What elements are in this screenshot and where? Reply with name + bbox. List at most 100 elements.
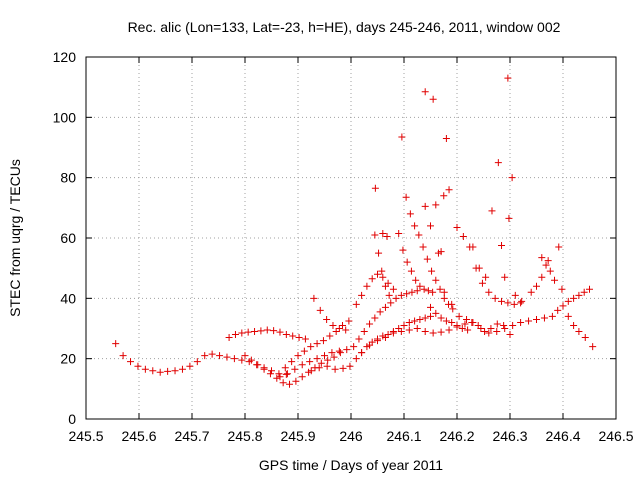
data-point — [518, 297, 526, 305]
data-point — [506, 331, 514, 339]
data-point — [193, 358, 201, 366]
data-point — [464, 326, 472, 334]
data-point — [493, 320, 501, 328]
data-point — [385, 291, 393, 299]
data-point — [281, 364, 289, 372]
data-point — [461, 320, 469, 328]
chart-title: Rec. alic (Lon=133, Lat=-23, h=HE), days… — [128, 19, 561, 35]
data-point — [266, 370, 274, 378]
data-point — [273, 374, 281, 382]
data-point — [421, 88, 429, 96]
data-point — [134, 362, 142, 370]
data-point — [156, 368, 164, 376]
data-point — [225, 334, 233, 342]
data-point — [419, 243, 427, 251]
data-points — [112, 74, 597, 388]
data-point — [429, 329, 437, 337]
data-point — [392, 294, 400, 302]
data-point — [330, 353, 338, 361]
data-point — [343, 346, 351, 354]
data-point — [395, 229, 403, 237]
data-point — [509, 321, 517, 329]
data-point — [164, 367, 172, 375]
data-point — [379, 229, 387, 237]
data-point — [487, 325, 495, 332]
data-point — [339, 364, 347, 372]
data-point — [257, 327, 265, 335]
data-point — [292, 377, 300, 385]
data-point — [511, 291, 519, 299]
y-tick-label: 120 — [53, 49, 77, 65]
data-point — [494, 159, 502, 167]
data-point — [291, 365, 299, 373]
data-point — [468, 318, 476, 326]
data-point — [383, 232, 391, 240]
data-point — [453, 223, 461, 231]
y-tick-label: 40 — [60, 290, 76, 306]
data-point — [478, 279, 486, 287]
data-point — [403, 258, 411, 266]
data-point — [411, 222, 419, 230]
data-point — [413, 325, 421, 332]
data-point — [412, 276, 420, 284]
data-point — [323, 315, 331, 323]
data-point — [407, 267, 415, 275]
data-point — [427, 312, 434, 320]
data-point — [294, 352, 302, 360]
y-tick-label: 60 — [60, 230, 76, 246]
data-point — [313, 340, 321, 348]
data-point — [254, 361, 262, 369]
y-axis-ticks: 0 20 40 60 80 100 120 — [53, 49, 616, 427]
data-point — [575, 328, 583, 336]
x-tick-label: 245.9 — [280, 428, 315, 444]
data-point — [533, 282, 540, 290]
data-point — [570, 321, 578, 329]
y-tick-label: 80 — [60, 170, 76, 186]
x-tick-label: 245.6 — [121, 428, 156, 444]
data-point — [475, 264, 483, 272]
y-axis-label: STEC from uqrg / TECUs — [7, 159, 23, 317]
data-point — [586, 285, 593, 293]
data-point — [263, 326, 271, 334]
data-point — [319, 337, 327, 345]
data-point — [112, 340, 120, 348]
data-point — [282, 370, 290, 378]
data-point — [481, 328, 489, 336]
data-point — [508, 174, 516, 182]
data-point — [403, 290, 411, 298]
data-point — [276, 328, 284, 336]
data-point — [546, 267, 554, 275]
data-point — [423, 255, 431, 263]
data-point — [405, 326, 413, 334]
data-point — [485, 329, 493, 337]
data-point — [360, 328, 368, 336]
data-point — [491, 294, 499, 302]
data-point — [358, 291, 366, 299]
data-point — [482, 273, 490, 281]
data-point — [504, 299, 512, 307]
data-point — [399, 246, 407, 254]
data-point — [442, 317, 450, 325]
data-point — [251, 328, 259, 336]
data-point — [268, 367, 275, 375]
data-point — [402, 193, 410, 201]
data-point — [427, 222, 434, 230]
data-point — [231, 331, 239, 339]
data-point — [366, 320, 374, 328]
data-point — [527, 288, 535, 296]
data-point — [313, 355, 321, 363]
x-tick-label: 246.1 — [386, 428, 421, 444]
data-point — [437, 328, 445, 336]
data-point — [282, 331, 290, 339]
data-point — [335, 325, 343, 332]
data-point — [421, 328, 429, 336]
data-point — [376, 308, 384, 316]
data-point — [332, 328, 340, 336]
data-point — [371, 184, 379, 192]
data-point — [432, 201, 440, 209]
x-axis-ticks: 245.5 245.6 245.7 245.8 245.9 246 246.1 246.2 24… — [68, 57, 634, 444]
data-point — [429, 288, 437, 296]
data-point — [580, 288, 588, 296]
data-point — [331, 365, 339, 373]
